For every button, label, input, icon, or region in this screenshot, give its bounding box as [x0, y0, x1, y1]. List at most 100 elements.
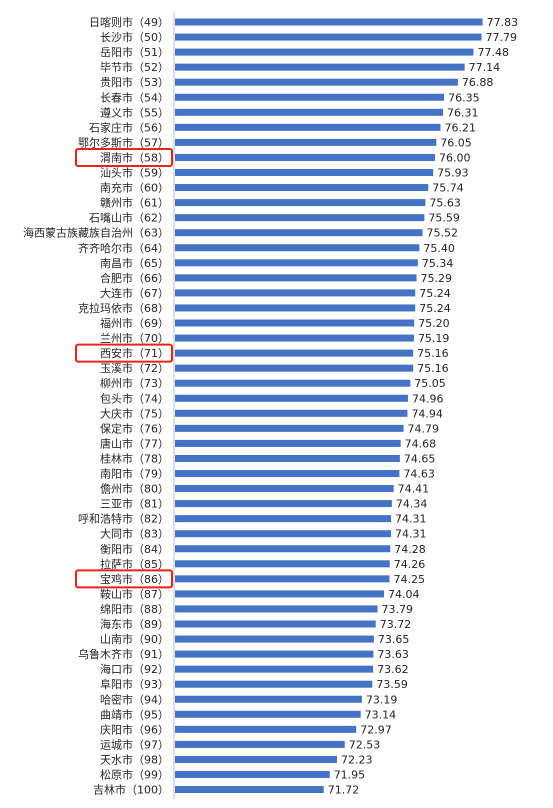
bar-19 — [175, 304, 416, 312]
category-label-16: 南昌市（65） — [100, 256, 169, 270]
value-label-26: 74.94 — [411, 407, 443, 420]
category-label-22: 西安市（71） — [100, 346, 169, 360]
category-label-6: 遵义市（55） — [100, 105, 169, 119]
bar-39 — [175, 605, 378, 613]
bar-36 — [175, 560, 390, 568]
value-label-4: 76.88 — [462, 76, 494, 89]
category-label-11: 南充市（60） — [100, 181, 169, 195]
category-label-13: 石嘴山市（62） — [89, 211, 169, 225]
category-label-30: 南阳市（79） — [100, 467, 169, 481]
bar-24 — [175, 379, 411, 387]
category-label-26: 大庆市（75） — [100, 406, 169, 420]
category-label-31: 儋州市（80） — [100, 482, 169, 496]
value-label-20: 75.20 — [418, 317, 450, 330]
category-label-2: 岳阳市（51） — [100, 45, 169, 59]
bar-13 — [175, 214, 425, 222]
category-label-47: 庆阳市（96） — [100, 722, 169, 736]
value-label-22: 75.16 — [417, 347, 449, 360]
bar-18 — [175, 289, 416, 297]
value-label-12: 75.63 — [429, 197, 461, 210]
category-label-21: 兰州市（70） — [100, 331, 169, 345]
bar-26 — [175, 409, 408, 417]
category-label-12: 赣州市（61） — [100, 196, 169, 210]
category-label-28: 唐山市（77） — [100, 436, 169, 450]
highlight-box-22 — [75, 343, 173, 363]
highlight-box-9 — [75, 147, 173, 167]
bar-3 — [175, 63, 465, 71]
value-label-49: 72.23 — [341, 753, 373, 766]
category-label-43: 海口市（92） — [100, 662, 169, 676]
highlight-box-37 — [75, 569, 173, 589]
bar-9 — [175, 153, 435, 161]
value-label-2: 77.48 — [477, 46, 509, 59]
value-label-3: 77.14 — [469, 61, 501, 74]
bar-22 — [175, 349, 414, 357]
value-label-21: 75.19 — [418, 332, 450, 345]
category-label-24: 柳州市（73） — [100, 376, 169, 390]
value-label-34: 74.31 — [395, 528, 427, 541]
value-label-5: 76.35 — [448, 91, 480, 104]
value-label-37: 74.25 — [394, 573, 426, 586]
bar-27 — [175, 424, 404, 432]
bar-29 — [175, 454, 400, 462]
bar-38 — [175, 590, 385, 598]
bar-8 — [175, 138, 437, 146]
bar-35 — [175, 545, 391, 553]
category-label-34: 大同市（83） — [100, 527, 169, 541]
category-label-41: 山南市（90） — [100, 632, 169, 646]
value-label-25: 74.96 — [412, 392, 444, 405]
category-label-14: 海西蒙古族藏族自治州（63） — [23, 226, 169, 240]
category-label-39: 绵阳市（88） — [100, 602, 169, 616]
category-label-23: 玉溪市（72） — [100, 361, 169, 375]
value-label-15: 75.40 — [423, 242, 455, 255]
value-label-35: 74.28 — [394, 543, 426, 556]
value-label-10: 75.93 — [437, 167, 469, 180]
bar-20 — [175, 319, 415, 327]
category-label-10: 汕头市（59） — [100, 166, 169, 180]
value-label-13: 75.59 — [428, 212, 460, 225]
bar-14 — [175, 229, 423, 237]
value-label-32: 74.34 — [396, 498, 428, 511]
value-label-19: 75.24 — [419, 302, 451, 315]
category-label-1: 长沙市（50） — [100, 30, 169, 44]
value-label-17: 75.29 — [421, 272, 453, 285]
bar-44 — [175, 680, 373, 688]
bar-5 — [175, 93, 445, 101]
value-label-39: 73.79 — [382, 603, 414, 616]
bar-30 — [175, 470, 400, 477]
value-label-18: 75.24 — [419, 287, 451, 300]
bar-45 — [175, 695, 362, 703]
category-label-3: 毕节市（52） — [100, 60, 169, 74]
value-label-33: 74.31 — [395, 513, 427, 526]
category-label-32: 三亚市（81） — [100, 497, 169, 511]
category-label-44: 阜阳市（93） — [100, 677, 169, 691]
bar-32 — [175, 500, 392, 508]
category-label-45: 哈密市（94） — [100, 692, 169, 706]
value-label-27: 74.79 — [408, 422, 440, 435]
value-label-31: 74.41 — [398, 483, 430, 496]
bar-31 — [175, 485, 394, 493]
value-label-11: 75.74 — [432, 182, 464, 195]
bar-2 — [175, 48, 474, 56]
category-label-25: 包头市（74） — [100, 391, 169, 405]
category-label-8: 鄂尔多斯市（57） — [78, 135, 169, 149]
bar-40 — [175, 620, 376, 628]
value-label-46: 73.14 — [365, 708, 397, 721]
category-label-27: 保定市（76） — [100, 421, 169, 435]
category-label-33: 呼和浩特市（82） — [78, 512, 169, 526]
bar-33 — [175, 515, 392, 523]
value-label-36: 74.26 — [394, 558, 426, 571]
value-label-30: 74.63 — [403, 468, 435, 481]
bar-51 — [175, 786, 324, 794]
value-label-48: 72.53 — [349, 738, 381, 751]
category-label-4: 贵阳市（53） — [100, 75, 169, 89]
bar-42 — [175, 650, 374, 658]
bar-10 — [175, 169, 434, 176]
category-label-7: 石家庄市（56） — [89, 120, 169, 134]
value-label-45: 73.19 — [366, 693, 398, 706]
value-label-23: 75.16 — [417, 362, 449, 375]
bar-7 — [175, 123, 441, 131]
bar-34 — [175, 530, 392, 538]
